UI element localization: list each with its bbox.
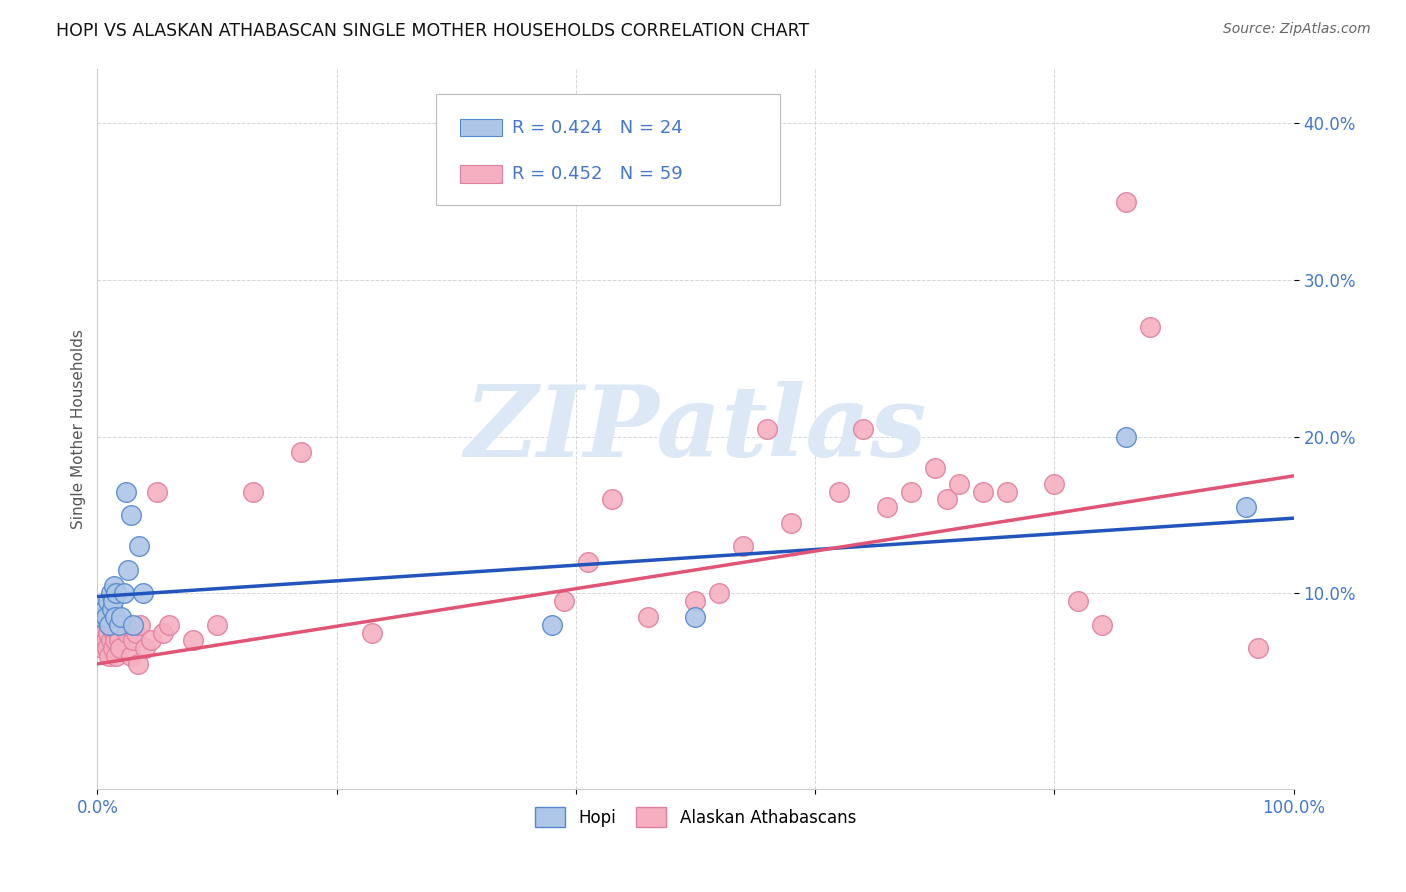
Point [112, 617, 135, 632]
Point [129, 617, 152, 632]
Point [101, 641, 124, 656]
Point [1234, 500, 1257, 515]
Point [103, 625, 125, 640]
Text: R = 0.452   N = 59: R = 0.452 N = 59 [512, 165, 682, 183]
Point [120, 508, 142, 522]
Y-axis label: Single Mother Households: Single Mother Households [72, 329, 86, 529]
Point [205, 617, 228, 632]
Point [1247, 641, 1270, 656]
Point [600, 492, 623, 507]
Point [361, 625, 384, 640]
Point [91, 617, 114, 632]
Point [876, 500, 898, 515]
Point [98, 648, 121, 663]
Point [117, 563, 139, 577]
Point [97, 594, 120, 608]
Point [181, 633, 204, 648]
Point [108, 617, 131, 632]
Point [576, 555, 599, 569]
Point [122, 633, 145, 648]
Point [91, 641, 114, 656]
Point [94, 610, 117, 624]
Point [100, 633, 122, 648]
Point [108, 641, 131, 656]
Point [733, 540, 755, 554]
Point [152, 625, 174, 640]
Point [852, 422, 875, 436]
Point [780, 516, 803, 530]
Point [100, 586, 122, 600]
Point [122, 617, 145, 632]
Text: Source: ZipAtlas.com: Source: ZipAtlas.com [1223, 22, 1371, 37]
Text: HOPI VS ALASKAN ATHABASCAN SINGLE MOTHER HOUSEHOLDS CORRELATION CHART: HOPI VS ALASKAN ATHABASCAN SINGLE MOTHER… [56, 22, 810, 40]
Point [112, 586, 135, 600]
Point [1115, 430, 1137, 444]
Point [709, 586, 731, 600]
Point [685, 594, 707, 608]
Point [90, 625, 112, 640]
Point [94, 633, 117, 648]
Point [91, 610, 114, 624]
Point [108, 633, 131, 648]
Point [1115, 194, 1137, 209]
Point [1043, 476, 1066, 491]
Point [1091, 617, 1114, 632]
Point [290, 445, 312, 459]
Point [104, 610, 127, 624]
Text: ZIPatlas: ZIPatlas [464, 381, 927, 477]
Point [100, 602, 122, 616]
Point [924, 461, 946, 475]
Point [828, 484, 851, 499]
Point [541, 617, 564, 632]
Point [107, 625, 129, 640]
Point [117, 625, 139, 640]
Point [97, 625, 120, 640]
Point [104, 633, 127, 648]
Point [127, 657, 149, 671]
Point [105, 648, 128, 663]
Point [124, 625, 146, 640]
Point [146, 484, 169, 499]
Point [115, 484, 138, 499]
Point [1067, 594, 1090, 608]
Point [553, 594, 575, 608]
Point [110, 610, 132, 624]
Point [101, 594, 124, 608]
Point [1139, 320, 1161, 334]
Point [93, 625, 115, 640]
Point [110, 617, 132, 632]
Point [93, 602, 115, 616]
Point [105, 586, 128, 600]
Point [98, 617, 121, 632]
Point [972, 484, 994, 499]
Point [96, 641, 118, 656]
Point [141, 633, 163, 648]
Point [900, 484, 922, 499]
Point [756, 422, 779, 436]
Text: R = 0.424   N = 24: R = 0.424 N = 24 [512, 119, 682, 136]
Point [100, 617, 122, 632]
Point [128, 540, 150, 554]
Point [157, 617, 180, 632]
Point [685, 610, 707, 624]
Point [242, 484, 264, 499]
Legend: Hopi, Alaskan Athabascans: Hopi, Alaskan Athabascans [527, 799, 865, 835]
Point [637, 610, 659, 624]
Point [103, 578, 125, 592]
Point [935, 492, 957, 507]
Point [132, 586, 155, 600]
Point [134, 641, 156, 656]
Point [995, 484, 1018, 499]
Point [948, 476, 970, 491]
Point [120, 648, 142, 663]
